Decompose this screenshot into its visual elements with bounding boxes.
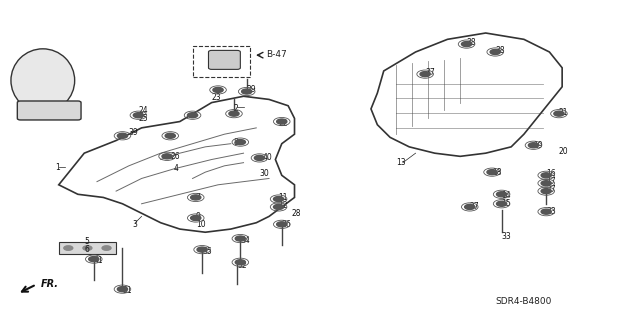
Text: 18: 18 — [492, 168, 502, 177]
Text: 11: 11 — [278, 193, 288, 202]
Text: 1: 1 — [56, 163, 60, 172]
Circle shape — [461, 41, 472, 47]
Text: 9: 9 — [196, 212, 200, 221]
Text: 13: 13 — [396, 158, 406, 167]
Circle shape — [213, 87, 223, 93]
Circle shape — [191, 195, 201, 200]
Text: 30: 30 — [259, 169, 269, 178]
Circle shape — [497, 201, 507, 206]
Circle shape — [273, 197, 284, 202]
Text: 15: 15 — [502, 199, 511, 208]
Text: 34: 34 — [241, 236, 250, 245]
Text: 35: 35 — [202, 247, 212, 256]
Text: 23: 23 — [212, 93, 221, 102]
Circle shape — [229, 111, 239, 116]
Text: 27: 27 — [546, 185, 556, 194]
Circle shape — [276, 222, 287, 227]
Circle shape — [242, 89, 252, 94]
Text: 25: 25 — [138, 114, 148, 123]
Circle shape — [497, 192, 507, 197]
Text: 2: 2 — [234, 104, 239, 113]
Text: 17: 17 — [546, 177, 556, 186]
Circle shape — [102, 246, 111, 250]
Text: 14: 14 — [502, 191, 511, 200]
Text: 36: 36 — [282, 220, 291, 229]
Circle shape — [236, 140, 246, 145]
Text: 38: 38 — [467, 38, 476, 47]
Circle shape — [165, 133, 175, 138]
Text: 22: 22 — [278, 119, 288, 128]
Text: 5: 5 — [84, 237, 89, 246]
Circle shape — [554, 111, 564, 116]
Text: 37: 37 — [425, 68, 435, 77]
Circle shape — [64, 246, 73, 250]
Text: 33: 33 — [546, 207, 556, 216]
Text: 41: 41 — [94, 256, 104, 265]
Text: 12: 12 — [278, 201, 288, 210]
Ellipse shape — [11, 49, 75, 112]
Text: 3: 3 — [132, 220, 137, 229]
Text: 8: 8 — [234, 137, 239, 147]
Circle shape — [89, 256, 99, 262]
Circle shape — [541, 181, 551, 186]
Polygon shape — [59, 242, 116, 254]
Circle shape — [254, 155, 264, 160]
Text: 32: 32 — [237, 261, 247, 270]
Circle shape — [236, 260, 246, 265]
Text: 21: 21 — [559, 108, 568, 116]
Text: 10: 10 — [196, 220, 205, 229]
Circle shape — [133, 113, 143, 118]
Circle shape — [465, 204, 475, 210]
Text: B-47: B-47 — [266, 50, 287, 59]
Circle shape — [487, 170, 497, 175]
Text: 7: 7 — [196, 193, 200, 202]
Text: 26: 26 — [170, 152, 180, 161]
Text: 16: 16 — [546, 169, 556, 178]
Circle shape — [83, 246, 92, 250]
Text: 20: 20 — [559, 147, 568, 156]
Circle shape — [236, 236, 246, 241]
Circle shape — [541, 189, 551, 194]
Circle shape — [117, 286, 127, 292]
Circle shape — [117, 133, 127, 138]
Text: 33: 33 — [502, 233, 511, 241]
Text: 6: 6 — [84, 245, 89, 254]
Circle shape — [197, 247, 207, 252]
Text: SDR4-B4800: SDR4-B4800 — [496, 297, 552, 306]
Circle shape — [273, 204, 284, 210]
Circle shape — [420, 71, 430, 77]
Text: 38: 38 — [495, 46, 505, 55]
Text: 4: 4 — [173, 165, 179, 174]
Circle shape — [541, 173, 551, 178]
Text: 31: 31 — [122, 286, 132, 295]
Circle shape — [276, 119, 287, 124]
FancyBboxPatch shape — [209, 50, 241, 69]
Text: 19: 19 — [534, 141, 543, 150]
Circle shape — [191, 215, 201, 220]
Text: 27: 27 — [470, 203, 479, 211]
Circle shape — [162, 154, 172, 159]
Text: 39: 39 — [129, 128, 139, 137]
Circle shape — [188, 113, 198, 118]
Text: FR.: FR. — [41, 279, 59, 289]
Circle shape — [490, 49, 500, 55]
Text: 28: 28 — [291, 209, 301, 218]
Text: 24: 24 — [138, 106, 148, 115]
Circle shape — [541, 209, 551, 214]
Circle shape — [529, 143, 539, 148]
FancyBboxPatch shape — [17, 101, 81, 120]
Text: 40: 40 — [262, 153, 273, 162]
Text: 29: 29 — [246, 85, 257, 94]
